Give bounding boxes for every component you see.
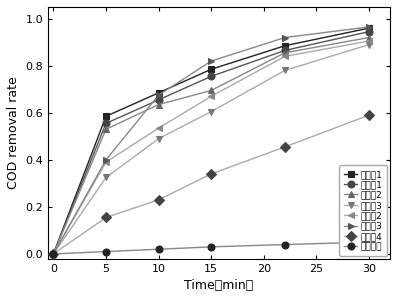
实验入2 (51, 252, 56, 256)
Y-axis label: COD removal rate: COD removal rate (7, 77, 20, 189)
Line: 空白对照: 空白对照 (50, 239, 372, 257)
Line: 实验入1: 实验入1 (50, 25, 372, 257)
对比入2 (156, 103, 161, 106)
实验入2 (367, 39, 372, 43)
对比入3 (209, 110, 214, 113)
实验入3 (367, 25, 372, 29)
对比入4 (209, 172, 214, 176)
对比入2 (367, 36, 372, 39)
对比入3 (367, 43, 372, 46)
对比入1 (209, 74, 214, 78)
空白对照 (104, 250, 108, 253)
对比入1 (104, 122, 108, 125)
空白对照 (51, 252, 56, 256)
对比入4 (104, 216, 108, 219)
对比入3 (282, 69, 287, 72)
空白对照 (282, 243, 287, 246)
对比入4 (367, 113, 372, 117)
实验入2 (282, 54, 287, 58)
对比入3 (156, 137, 161, 141)
对比入3 (51, 252, 56, 256)
实验入1 (367, 26, 372, 30)
Line: 实验入2: 实验入2 (50, 38, 372, 257)
Line: 实验入3: 实验入3 (50, 23, 372, 257)
实验入3 (282, 36, 287, 39)
对比入4 (51, 252, 56, 256)
实验入1 (156, 91, 161, 94)
实验入1 (282, 44, 287, 48)
Line: 对比入4: 对比入4 (50, 112, 372, 257)
空白对照 (367, 240, 372, 244)
对比入2 (282, 51, 287, 55)
对比入2 (51, 252, 56, 256)
Legend: 实验入1, 对比入1, 对比入2, 对比入3, 实验入2, 实验入3, 对比入4, 空白对照: 实验入1, 对比入1, 对比入2, 对比入3, 实验入2, 实验入3, 对比入4… (339, 165, 387, 256)
实验入2 (156, 126, 161, 130)
实验入3 (156, 93, 161, 97)
实验入2 (209, 94, 214, 98)
对比入2 (209, 89, 214, 92)
实验入1 (104, 115, 108, 118)
对比入1 (367, 30, 372, 33)
空白对照 (156, 248, 161, 251)
对比入4 (156, 198, 161, 202)
X-axis label: Time（min）: Time（min） (185, 279, 254, 292)
对比入1 (156, 98, 161, 102)
实验入3 (104, 158, 108, 162)
实验入1 (51, 252, 56, 256)
空白对照 (209, 245, 214, 249)
实验入3 (209, 59, 214, 63)
实验入2 (104, 160, 108, 164)
对比入1 (282, 49, 287, 52)
对比入3 (104, 176, 108, 179)
Line: 对比入1: 对比入1 (50, 28, 372, 257)
对比入4 (282, 145, 287, 149)
实验入1 (209, 68, 214, 71)
Line: 对比入2: 对比入2 (50, 34, 372, 257)
Line: 对比入3: 对比入3 (50, 41, 372, 257)
对比入1 (51, 252, 56, 256)
对比入2 (104, 127, 108, 131)
实验入3 (51, 252, 56, 256)
